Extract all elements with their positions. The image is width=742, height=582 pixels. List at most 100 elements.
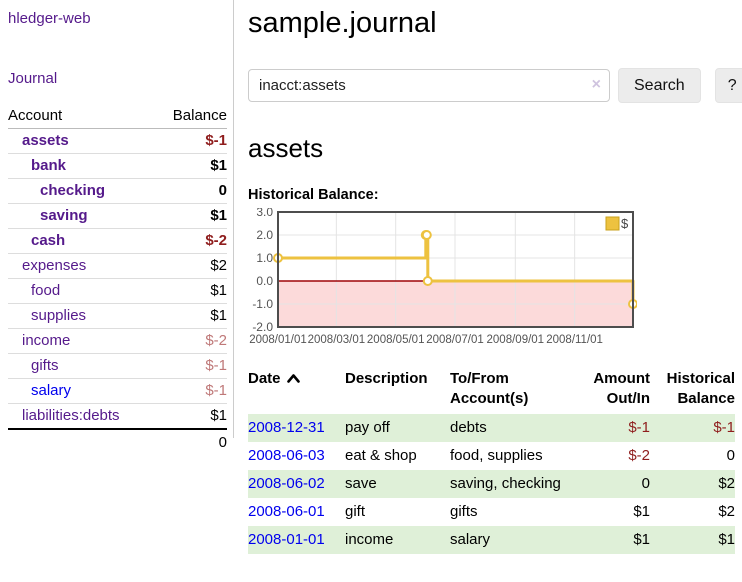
sidebar-account-row: liabilities:debts $1	[8, 403, 227, 430]
transaction-accounts: salary	[450, 531, 491, 548]
y-axis-tick-label: 3.0	[256, 208, 273, 219]
legend-swatch	[605, 216, 620, 231]
transaction-accounts: saving, checking	[450, 475, 561, 492]
app-brand-link[interactable]: hledger-web	[8, 10, 91, 27]
register-row: 2008-12-31 pay off debts $-1 $-1	[248, 414, 735, 442]
transaction-description: save	[345, 475, 377, 492]
sidebar-account-row: food $1	[8, 278, 227, 304]
accounts-total-row: 0	[8, 428, 227, 456]
account-link[interactable]: liabilities:debts	[22, 407, 120, 424]
account-link[interactable]: checking	[40, 182, 106, 199]
transaction-date-cell: 2008-01-01	[248, 526, 345, 554]
register-row: 2008-06-03 eat & shop food, supplies $-2 0	[248, 442, 735, 470]
register-header-date[interactable]: Date	[248, 367, 345, 414]
sidebar: hledger-web Journal Account Balance asse…	[0, 0, 234, 456]
account-link[interactable]: assets	[22, 132, 69, 149]
account-balance: $-2	[155, 228, 227, 254]
transaction-amount: 0	[641, 475, 650, 492]
register-header-balance: Historical Balance	[666, 370, 735, 407]
register-header-description: Description	[345, 370, 428, 387]
register-row: 2008-06-01 gift gifts $1 $2	[248, 498, 735, 526]
transaction-description: eat & shop	[345, 447, 417, 464]
account-link[interactable]: bank	[31, 157, 67, 174]
sidebar-account-row: assets $-1	[8, 128, 227, 154]
account-balance: $1	[155, 153, 227, 179]
search-form: × Search ?	[248, 68, 742, 103]
accounts-table: Account Balance assets $-1 bank $1 checking 0…	[8, 104, 227, 456]
transaction-balance: $2	[718, 503, 735, 520]
transaction-balance: $1	[718, 531, 735, 548]
sidebar-item-journal[interactable]: Journal	[8, 70, 58, 87]
transaction-amount: $1	[633, 531, 650, 548]
chevron-up-icon	[286, 374, 300, 383]
register-header-amount: Amount Out/In	[593, 370, 650, 407]
x-axis-tick-label: 2008/05/01	[367, 334, 425, 346]
account-balance: $1	[155, 203, 227, 229]
transaction-accounts: debts	[450, 419, 487, 436]
transaction-date-cell: 2008-06-03	[248, 442, 345, 470]
transaction-amount: $-2	[628, 447, 650, 464]
transaction-date-link[interactable]: 2008-01-01	[248, 531, 325, 548]
clear-search-icon[interactable]: ×	[591, 76, 601, 93]
sidebar-account-row: saving $1	[8, 203, 227, 229]
transaction-amount: $1	[633, 503, 650, 520]
transaction-date-cell: 2008-06-02	[248, 470, 345, 498]
chart-heading: Historical Balance:	[248, 187, 379, 203]
plot-border	[277, 211, 634, 328]
search-input-wrap: ×	[248, 69, 610, 102]
transaction-description: income	[345, 531, 394, 548]
page-title: sample.journal	[248, 7, 437, 39]
sidebar-account-row: income $-2	[8, 328, 227, 354]
account-balance: $-1	[155, 128, 227, 154]
sidebar-account-row: checking 0	[8, 178, 227, 204]
register-row: 2008-06-02 save saving, checking 0 $2	[248, 470, 735, 498]
transaction-balance: 0	[726, 447, 735, 464]
account-link[interactable]: cash	[31, 232, 66, 249]
transaction-date-link[interactable]: 2008-06-03	[248, 447, 325, 464]
account-title: assets	[248, 133, 324, 163]
sidebar-account-row: salary $-1	[8, 378, 227, 404]
y-axis-tick-label: 0.0	[256, 274, 273, 288]
account-link[interactable]: salary	[31, 382, 72, 399]
data-point-marker	[421, 230, 432, 240]
account-balance: $-1	[155, 378, 227, 404]
x-axis-tick-label: 2008/11/01	[546, 334, 603, 346]
sidebar-account-row: gifts $-1	[8, 353, 227, 379]
account-link[interactable]: gifts	[31, 357, 59, 374]
transaction-balance: $2	[718, 475, 735, 492]
account-link[interactable]: income	[22, 332, 71, 349]
transaction-date-link[interactable]: 2008-12-31	[248, 419, 325, 436]
help-button[interactable]: ?	[714, 68, 742, 103]
account-link[interactable]: supplies	[31, 307, 87, 324]
account-link[interactable]: saving	[40, 207, 88, 224]
transaction-date-cell: 2008-06-01	[248, 498, 345, 526]
search-button[interactable]: Search	[618, 68, 701, 103]
accounts-table-body: assets $-1 bank $1 checking 0 saving $1 cash $-2 e…	[8, 128, 227, 430]
sidebar-account-row: supplies $1	[8, 303, 227, 329]
transaction-description: pay off	[345, 419, 390, 436]
accounts-total-balance: 0	[155, 428, 227, 456]
sidebar-account-row: expenses $2	[8, 253, 227, 279]
x-axis-tick-label: 2008/03/01	[308, 334, 366, 346]
account-link[interactable]: expenses	[22, 257, 87, 274]
account-balance: 0	[155, 178, 227, 204]
y-axis-tick-label: -2.0	[252, 320, 273, 334]
transaction-accounts: food, supplies	[450, 447, 543, 464]
register-row: 2008-01-01 income salary $1 $1	[248, 526, 735, 554]
accounts-header-account: Account	[8, 104, 156, 129]
sidebar-account-row: cash $-2	[8, 228, 227, 254]
y-axis-tick-label: -1.0	[252, 297, 273, 311]
search-input[interactable]	[248, 69, 610, 102]
transaction-date-link[interactable]: 2008-06-01	[248, 503, 325, 520]
transaction-description: gift	[345, 503, 366, 520]
transaction-amount: $-1	[628, 419, 650, 436]
transaction-balance: $-1	[713, 419, 735, 436]
transaction-date-link[interactable]: 2008-06-02	[248, 475, 325, 492]
account-balance: $1	[155, 303, 227, 329]
account-link[interactable]: food	[31, 282, 61, 299]
x-axis-tick-label: 2008/01/01	[249, 334, 307, 346]
account-balance: $-2	[155, 328, 227, 354]
legend-label: $	[621, 216, 629, 231]
y-axis-tick-label: 2.0	[256, 228, 273, 242]
